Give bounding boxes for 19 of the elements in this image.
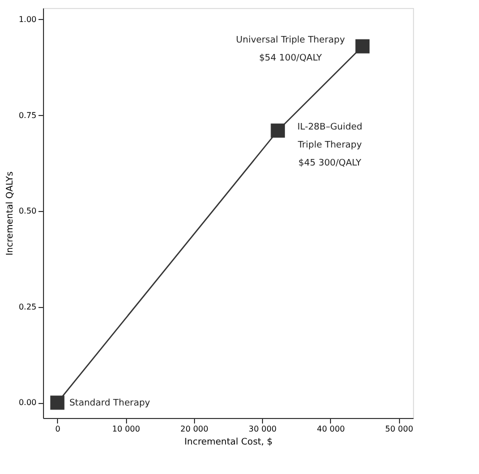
x-tick-label: 10 000 [112,424,140,434]
y-tick-label: 0.00 [18,398,36,408]
y-tick-label: 0.75 [18,110,36,120]
x-tick-label: 30 000 [248,424,277,434]
point [50,396,64,410]
point [270,124,285,138]
y-tick-label: 0.50 [18,206,36,216]
x-tick-label: 0 [55,424,60,434]
y-tick-label: 1.00 [18,14,36,24]
x-tick-label: 20 000 [180,424,208,434]
annotation: IL-28B–Guided Triple Therapy $45 300/QALY [296,122,362,169]
annotation: Universal Triple Therapy $54 100/QALY [236,35,346,64]
y-tick-label: 0.25 [18,302,36,312]
x-tick-label: 50 000 [385,424,414,434]
y-axis-title: Incremental QALYs [6,171,16,256]
x-axis-title: Incremental Cost, $ [184,438,273,448]
x-tick-label: 40 000 [316,424,345,434]
point [355,39,370,54]
annotation: Standard Therapy [69,398,151,409]
